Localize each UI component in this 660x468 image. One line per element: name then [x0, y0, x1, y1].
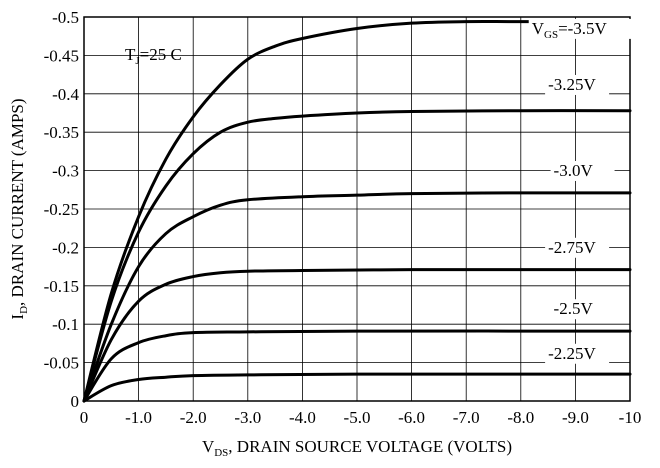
y-tick-label: -0.25 [44, 200, 79, 219]
y-tick-label: -0.3 [52, 162, 79, 181]
series-label: -2.25V [548, 344, 596, 363]
series-label-background [545, 237, 610, 258]
x-tick-label: -7.0 [453, 408, 480, 427]
series-label: -2.5V [554, 299, 594, 318]
y-tick-label: 0 [71, 392, 80, 411]
series-label: -2.75V [548, 238, 596, 257]
series-line [82, 109, 632, 403]
tick-labels: 0 -1.0 -2.0 -3.0 -4.0 -5.0 -6.0 -7.0 -8.0 -9.0 -10… [44, 8, 642, 427]
series-label-background [550, 299, 615, 320]
series-label: VGS=-3.5V [532, 19, 608, 41]
x-tick-label: -10 [619, 408, 642, 427]
x-tick-label: -5.0 [344, 408, 371, 427]
x-tick-label: -8.0 [507, 408, 534, 427]
x-tick-label: -9.0 [562, 408, 589, 427]
x-axis-label: VDS, DRAIN SOURCE VOLTAGE (VOLTS) [202, 437, 512, 459]
series-line [82, 329, 632, 403]
x-tick-label: -3.0 [234, 408, 261, 427]
y-tick-label: -0.15 [44, 277, 79, 296]
series-line [82, 19, 632, 403]
series-label-background [528, 18, 639, 39]
x-tick-label: 0 [80, 408, 89, 427]
y-axis-label: ID, DRAIN CURRENT (AMPS) [8, 98, 30, 319]
x-tick-label: -6.0 [398, 408, 425, 427]
y-tick-label: -0.45 [44, 46, 79, 65]
series-label-background [545, 343, 610, 364]
plot-frame [83, 16, 631, 402]
series-label: -3.25V [548, 75, 596, 94]
x-tick-label: -2.0 [180, 408, 207, 427]
y-tick-label: -0.35 [44, 123, 79, 142]
curve-labels: VGS=-3.5V -3.25V -3.0V -2.75V -2.5V -2.25V [528, 18, 639, 364]
x-tick-label: -1.0 [125, 408, 152, 427]
series-line [82, 191, 632, 403]
y-tick-label: -0.5 [52, 8, 79, 27]
series-label-background [545, 74, 610, 95]
series-line [82, 372, 632, 403]
y-tick-label: -0.05 [44, 354, 79, 373]
y-tick-label: -0.4 [52, 85, 79, 104]
series-line [82, 268, 632, 403]
x-tick-label: -4.0 [289, 408, 316, 427]
series-label-background [550, 160, 615, 181]
y-tick-label: -0.1 [52, 315, 79, 334]
y-tick-label: -0.2 [52, 238, 79, 257]
series-label: -3.0V [554, 161, 594, 180]
annotation: TJ=25 C [125, 45, 182, 67]
curves [82, 19, 632, 403]
